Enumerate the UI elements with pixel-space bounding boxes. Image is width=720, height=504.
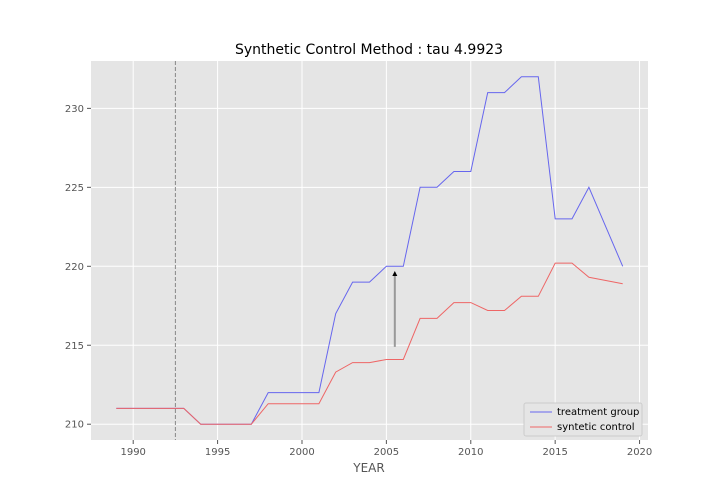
y-tick-label: 220 (65, 262, 84, 273)
arrow-head (392, 271, 398, 277)
legend-label-synthetic: syntetic control (557, 422, 635, 433)
x-ticks: 1990 1995 2000 2005 2010 2015 2020 (120, 440, 652, 458)
x-tick-label: 2020 (627, 447, 652, 458)
legend: treatment group syntetic control (523, 402, 643, 437)
x-tick-label: 1995 (205, 447, 230, 458)
effect-arrow (392, 271, 398, 347)
y-ticks: 210 215 220 225 230 (65, 104, 91, 431)
chart-title: Synthetic Control Method : tau 4.9923 (235, 42, 503, 58)
x-tick-label: 1990 (120, 447, 145, 458)
x-tick-label: 2010 (458, 447, 483, 458)
legend-box (523, 402, 643, 437)
x-tick-label: 2005 (374, 447, 399, 458)
legend-label-treatment: treatment group (557, 407, 639, 418)
series-layer (116, 76, 624, 425)
x-tick-label: 2000 (289, 447, 314, 458)
x-tick-label: 2015 (542, 447, 567, 458)
y-tick-label: 230 (65, 104, 84, 115)
grid (91, 61, 648, 440)
y-tick-label: 215 (65, 341, 84, 352)
x-axis-label: YEAR (352, 461, 384, 475)
y-tick-label: 210 (65, 420, 84, 431)
y-tick-label: 225 (65, 183, 84, 194)
plot-background (91, 61, 648, 440)
synthetic-control-line (116, 262, 623, 425)
